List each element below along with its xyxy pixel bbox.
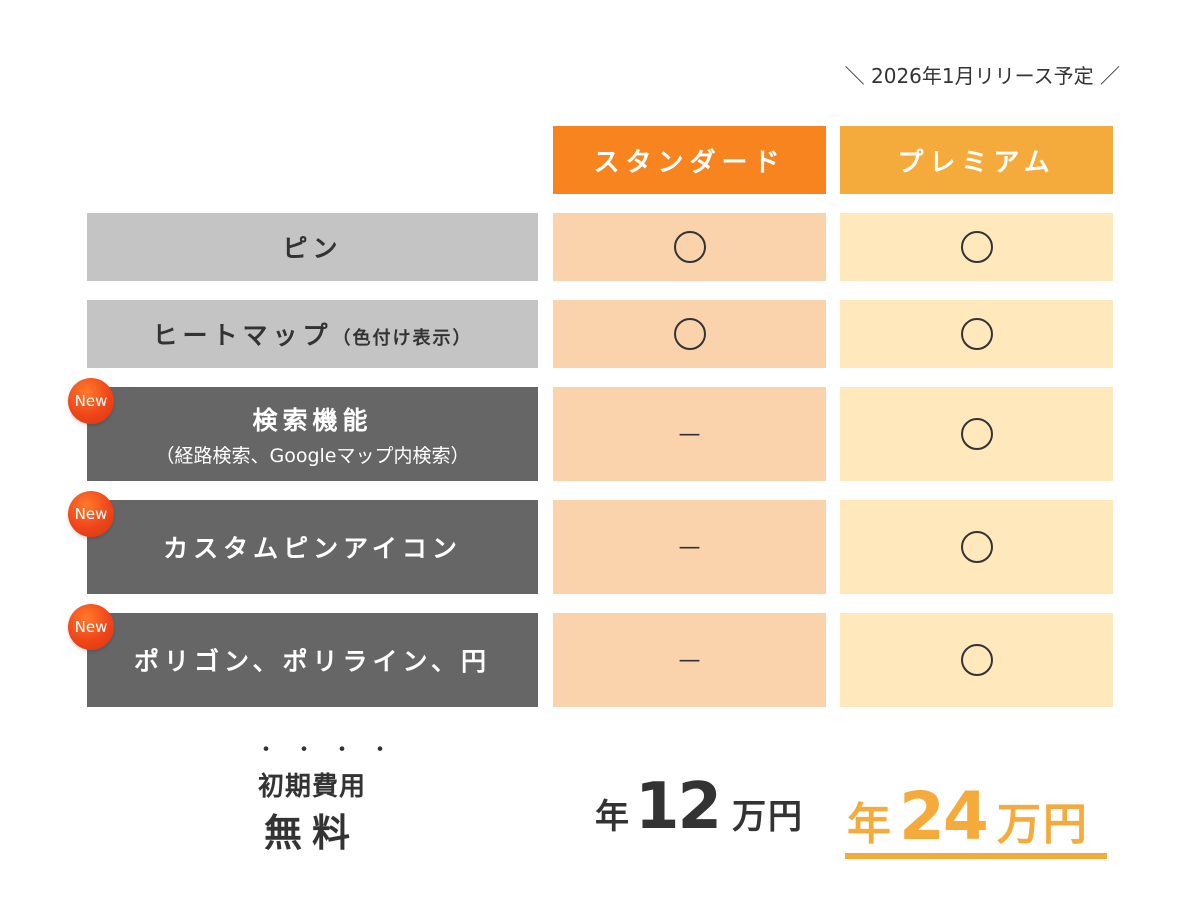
standard-cell-custom-pin-icon: —: [553, 500, 826, 594]
standard-cell-pin: [553, 213, 826, 281]
price-suffix: 万円: [996, 799, 1089, 850]
premium-price-underline: [845, 853, 1107, 859]
circle-mark-icon: [960, 418, 993, 450]
price-suffix: 万円: [732, 797, 805, 837]
premium-plan-header: プレミアム: [840, 126, 1113, 194]
standard-cell-polygon: —: [553, 613, 826, 707]
initial-fee-label: 初期費用: [257, 772, 366, 802]
new-badge: New: [68, 491, 114, 537]
premium-cell-polygon: [840, 613, 1113, 707]
circle-mark-icon: [960, 231, 993, 263]
feature-label: カスタムピンアイコン: [163, 534, 462, 563]
feature-note: （経路検索、Googleマップ内検索）: [155, 444, 470, 467]
price-amount: 24: [899, 778, 989, 855]
circle-mark-icon: [673, 231, 706, 263]
feature-row-polygon: ポリゴン、ポリライン、円: [87, 613, 538, 707]
feature-label: ヒートマップ: [152, 321, 333, 350]
emphasis-dots: ・・・・: [255, 738, 408, 763]
standard-price: 年 12 万円: [595, 770, 804, 844]
new-badge: New: [68, 378, 114, 424]
price-amount: 12: [635, 770, 722, 844]
dash-mark: —: [678, 647, 701, 673]
feature-label: 検索機能: [252, 405, 373, 435]
dash-mark: —: [678, 534, 701, 560]
price-prefix: 年: [595, 797, 629, 837]
standard-cell-search: —: [553, 387, 826, 481]
feature-label: ポリゴン、ポリライン、円: [133, 647, 491, 676]
premium-cell-custom-pin-icon: [840, 500, 1113, 594]
premium-price: 年 24 万円: [847, 778, 1089, 855]
standard-cell-heatmap: [553, 300, 826, 368]
feature-row-custom-pin-icon: カスタムピンアイコン: [87, 500, 538, 594]
new-badge: New: [68, 604, 114, 650]
feature-label: ピン: [282, 234, 343, 263]
feature-row-pin: ピン: [87, 213, 538, 281]
circle-mark-icon: [673, 318, 706, 350]
initial-fee-value: 無料: [263, 811, 360, 855]
premium-cell-pin: [840, 213, 1113, 281]
feature-row-search: 検索機能 （経路検索、Googleマップ内検索）: [87, 387, 538, 481]
circle-mark-icon: [960, 531, 993, 563]
feature-sublabel: （色付け表示）: [332, 328, 473, 349]
feature-row-heatmap: ヒートマップ （色付け表示）: [87, 300, 538, 368]
premium-cell-heatmap: [840, 300, 1113, 368]
circle-mark-icon: [960, 318, 993, 350]
standard-plan-header: スタンダード: [553, 126, 826, 194]
dash-mark: —: [678, 421, 701, 447]
release-note: ＼ 2026年1月リリース予定 ／: [844, 64, 1120, 88]
price-prefix: 年: [847, 799, 891, 850]
premium-cell-search: [840, 387, 1113, 481]
circle-mark-icon: [960, 644, 993, 676]
